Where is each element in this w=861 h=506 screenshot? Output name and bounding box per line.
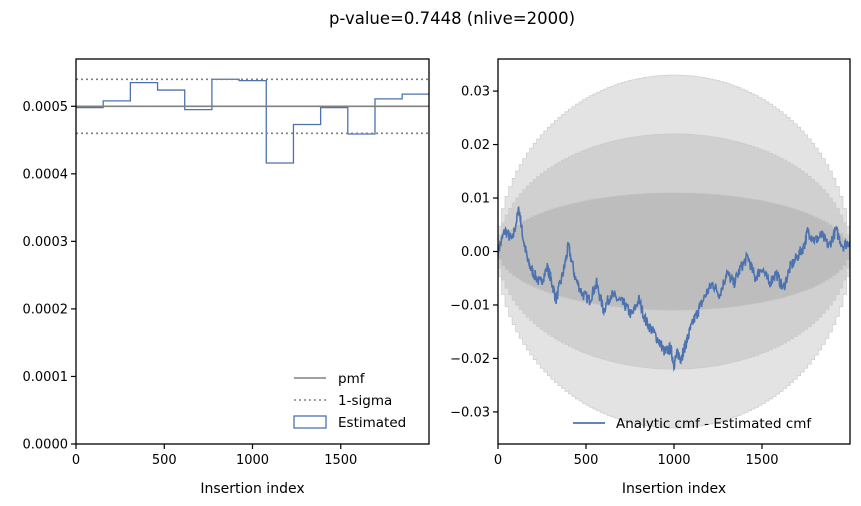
x-axis-label: Insertion index <box>200 481 304 497</box>
x-tick-label: 500 <box>152 453 177 468</box>
cmf-difference-line <box>498 206 850 372</box>
x-tick-label: 1000 <box>657 453 690 468</box>
x-tick-label: 1500 <box>745 453 778 468</box>
y-tick-label: −0.02 <box>450 352 490 367</box>
x-tick-label: 1500 <box>324 453 357 468</box>
x-axis-label: Insertion index <box>622 481 726 497</box>
y-tick-label: 0.01 <box>461 192 490 207</box>
estimated-step-line <box>76 78 429 164</box>
right-panel: 0 500 1000 1500 −0.03 −0.02 −0.01 0.00 0.01 0.02 0… <box>450 58 851 497</box>
y-tick-label: 0.0000 <box>23 438 69 453</box>
x-tick-label: 1000 <box>236 453 269 468</box>
legend-estimated-swatch <box>293 415 327 429</box>
x-tick-label: 500 <box>574 453 599 468</box>
right-plot-area <box>498 74 850 429</box>
y-tick-label: 0.0003 <box>23 235 69 250</box>
legend-sigma-label: 1-sigma <box>338 393 392 409</box>
figure-title: p-value=0.7448 (nlive=2000) <box>329 9 575 28</box>
legend-cmf-label: Analytic cmf - Estimated cmf <box>616 416 812 432</box>
y-tick-label: 0.02 <box>461 138 490 153</box>
band-1-sigma <box>498 192 850 311</box>
y-tick-label: 0.03 <box>461 85 490 100</box>
y-tick-label: 0.0005 <box>23 100 69 115</box>
y-tick-label: 0.0002 <box>23 302 69 317</box>
left-panel: 0 500 1000 1500 0.0000 0.0001 0.0002 0.0003 0.00… <box>23 58 430 497</box>
left-axes-frame <box>75 58 430 445</box>
y-tick-label: 0.00 <box>461 245 490 260</box>
x-tick-label: 0 <box>72 453 80 468</box>
y-tick-label: −0.01 <box>450 298 490 313</box>
y-tick-label: 0.0001 <box>23 370 69 385</box>
x-tick-label: 0 <box>494 453 502 468</box>
legend-pmf-label: pmf <box>338 371 366 387</box>
y-tick-label: −0.03 <box>450 405 490 420</box>
y-tick-label: 0.0004 <box>23 167 69 182</box>
legend-estimated-label: Estimated <box>338 415 406 431</box>
